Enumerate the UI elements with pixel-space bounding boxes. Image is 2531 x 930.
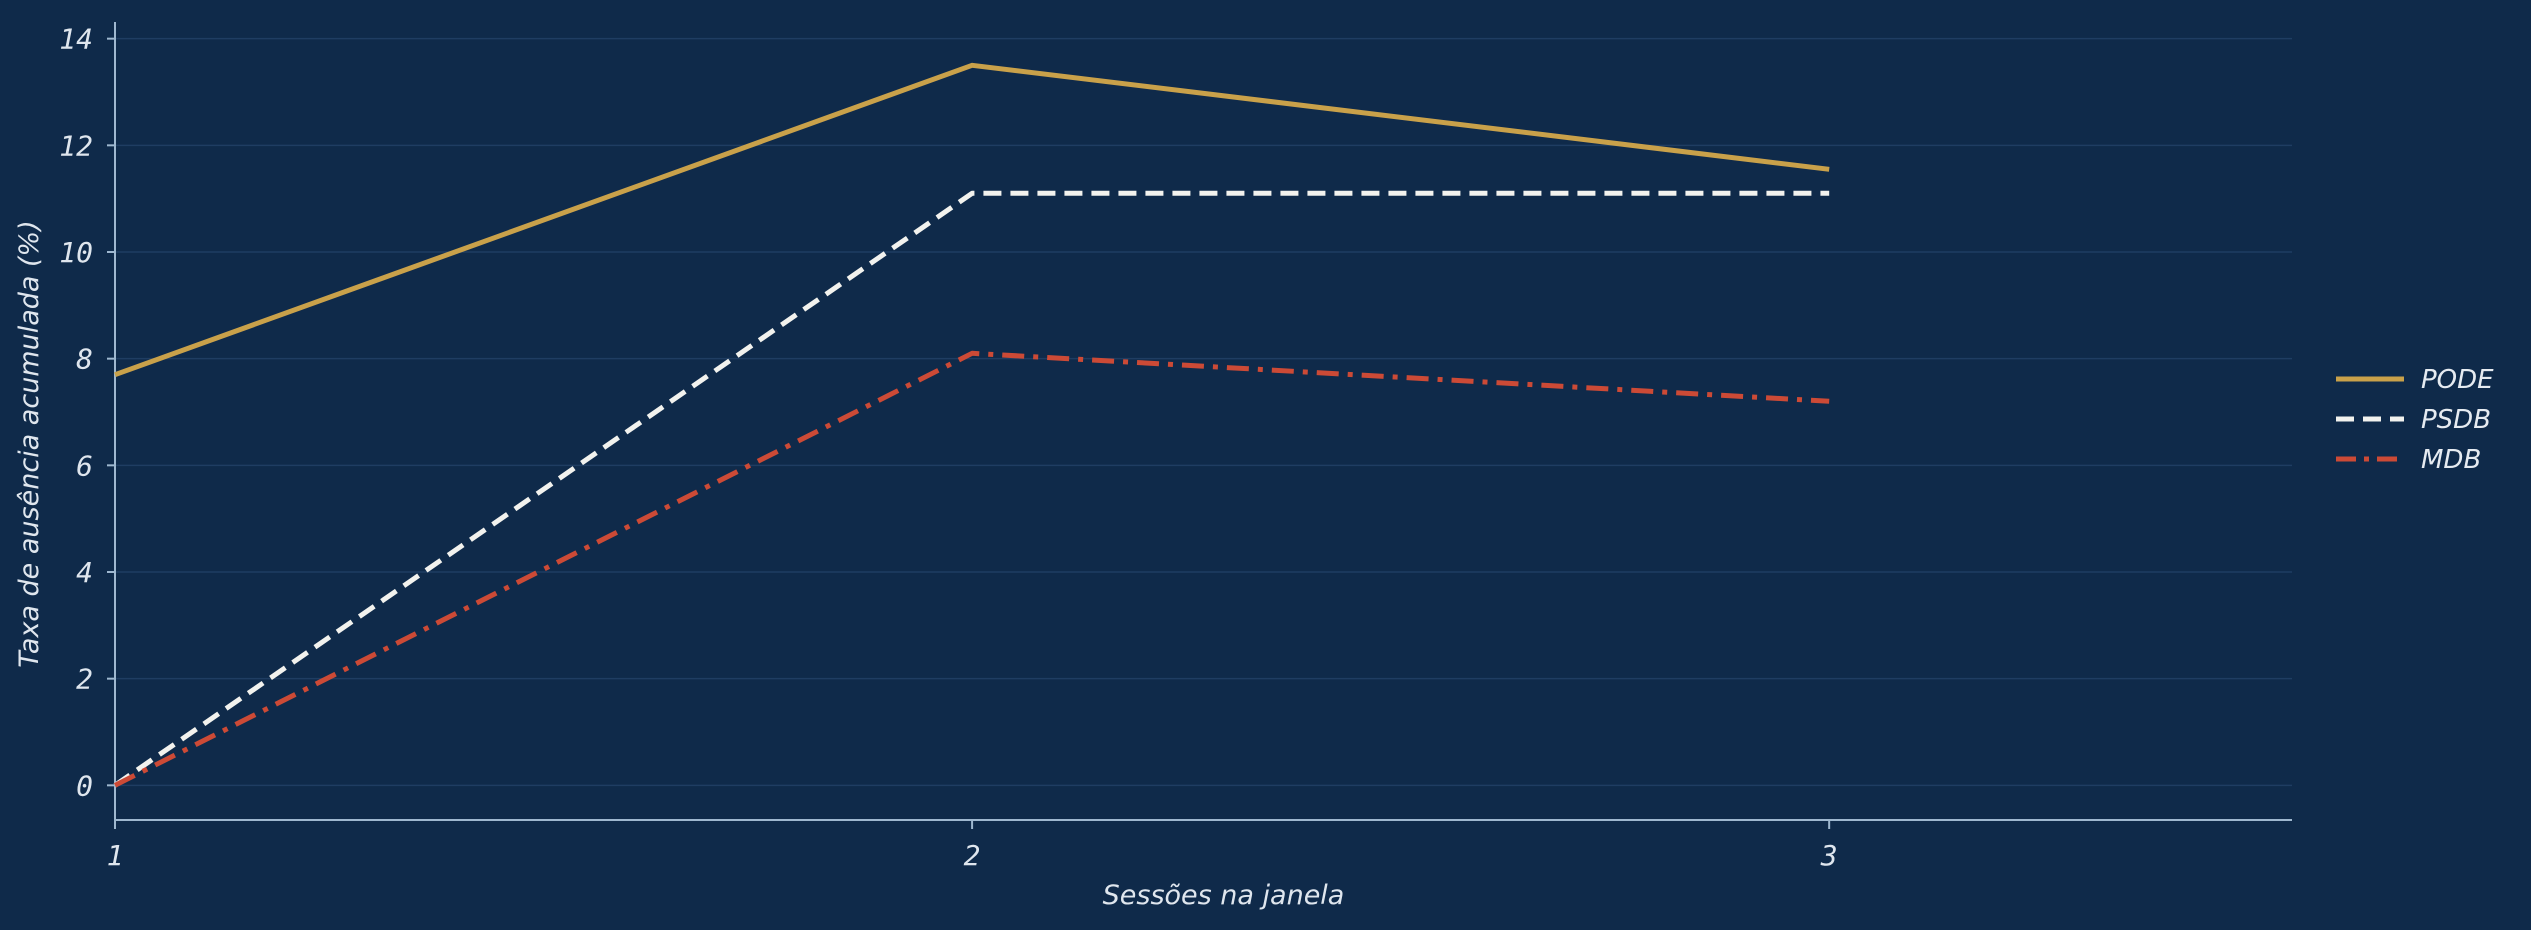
y-tick-label-0: 0 bbox=[76, 769, 93, 802]
y-tick-label-8: 8 bbox=[76, 343, 93, 376]
x-tick-label-1: 1 bbox=[107, 839, 124, 872]
y-tick-label-14: 14 bbox=[59, 23, 93, 56]
series-line-pode bbox=[114, 62, 1830, 378]
grid bbox=[115, 37, 2292, 787]
series-line-mdb bbox=[113, 350, 1830, 788]
x-axis-label: Sessões na janela bbox=[1103, 880, 1345, 911]
legend-label-psdb: PSDB bbox=[2421, 405, 2491, 435]
legend-label-mdb: MDB bbox=[2421, 445, 2481, 475]
y-tick-label-12: 12 bbox=[59, 129, 93, 162]
legend: PODE PSDB MDB bbox=[2336, 365, 2494, 475]
axes bbox=[114, 22, 2292, 821]
legend-label-pode: PODE bbox=[2421, 365, 2494, 395]
x-tick-label-3: 3 bbox=[1820, 839, 1838, 872]
x-tick-label-2: 2 bbox=[964, 839, 981, 872]
series-line-psdb bbox=[113, 190, 1830, 788]
series bbox=[113, 62, 1830, 788]
y-axis-label: Taxa de ausência acumulada (%) bbox=[14, 220, 45, 668]
y-tick-label-2: 2 bbox=[76, 663, 93, 696]
y-tick-label-10: 10 bbox=[59, 236, 93, 269]
y-tick-label-6: 6 bbox=[76, 449, 93, 482]
y-tick-label-4: 4 bbox=[76, 556, 93, 589]
